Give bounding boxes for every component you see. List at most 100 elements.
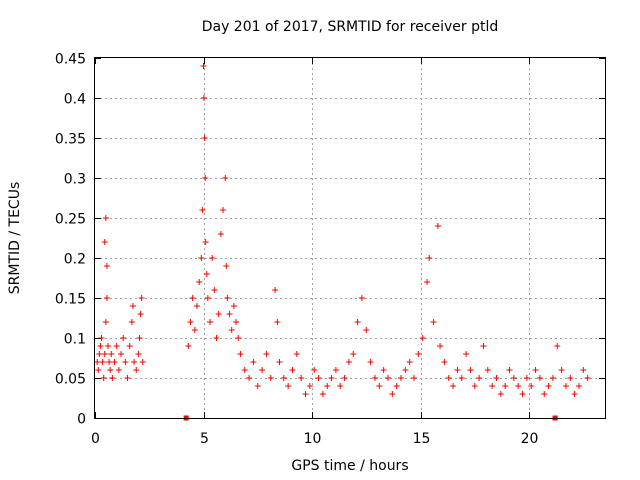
y-tick-label: 0 [77,412,86,428]
data-point [384,375,391,381]
data-point [203,271,210,277]
data-point [213,335,220,341]
data-point [137,311,144,317]
data-point [272,287,279,293]
data-point [118,351,125,357]
data-point [254,383,261,389]
data-point [575,383,582,389]
data-point [106,359,113,365]
data-points [94,63,591,421]
data-point [380,367,387,373]
y-tick-label: 0.1 [64,332,86,348]
data-point [489,383,496,389]
data-point [108,351,115,357]
data-point [136,335,143,341]
data-point [109,375,116,381]
data-point [95,367,102,373]
y-tick-label: 0.4 [64,92,86,108]
data-point [445,375,452,381]
data-point [398,375,404,381]
data-point [129,303,136,309]
data-point [97,343,104,349]
data-point [293,351,300,357]
data-point [430,319,437,325]
chart-title: Day 201 of 2017, SRMTID for receiver ptl… [202,19,499,35]
data-point [211,287,218,293]
data-point [480,343,487,349]
data-point [376,383,383,389]
data-point [411,375,418,381]
data-point [437,343,444,349]
data-point [220,207,227,213]
data-point [471,383,478,389]
x-tick-label: 20 [521,431,539,447]
data-point [105,343,112,349]
data-point [450,383,457,389]
data-point [285,383,292,389]
data-point [580,367,587,373]
data-point [506,367,513,373]
data-point [363,327,370,333]
data-point [424,279,431,285]
data-point [554,343,561,349]
data-point [237,351,244,357]
data-point [107,367,114,373]
data-point [298,375,305,381]
data-point [126,343,133,349]
data-point [226,311,233,317]
data-point [259,367,266,373]
data-point [332,367,339,373]
data-point [267,375,274,381]
data-point [545,383,552,389]
data-point [571,391,578,397]
data-point [324,383,331,389]
data-point [139,359,146,365]
data-point [441,359,448,365]
data-point [103,263,110,269]
grid-lines [95,58,605,418]
data-point [358,295,365,301]
data-point [434,223,441,229]
data-point [328,375,335,381]
data-point [235,335,242,341]
data-point [207,319,214,325]
data-point [562,383,569,389]
data-point [101,239,108,245]
data-point [315,375,322,381]
data-point [223,263,230,269]
data-point [406,359,413,365]
data-point [311,367,318,373]
data-point [199,207,206,213]
data-point [101,351,108,357]
data-point [389,391,396,397]
data-point [426,255,433,261]
data-point [187,319,194,325]
data-point [467,367,474,373]
data-point [523,375,530,381]
data-point [189,295,196,301]
data-point [306,383,313,389]
data-point [528,383,535,389]
data-point [276,359,283,365]
data-point [341,375,348,381]
data-point [200,63,207,69]
data-point [536,375,543,381]
y-tick-label: 0.45 [55,52,86,68]
data-point [94,359,101,365]
data-point [131,359,138,365]
data-point [274,319,281,325]
data-point [224,295,231,301]
data-point [510,375,517,381]
data-point [493,375,500,381]
data-point [209,255,216,261]
x-tick-label: 10 [304,431,322,447]
data-point [128,319,135,325]
data-point [96,351,103,357]
data-point [99,359,106,365]
y-tick-label: 0.2 [64,252,86,268]
y-tick-label: 0.05 [55,372,86,388]
data-point [185,343,192,349]
data-point [419,335,426,341]
data-point [263,351,270,357]
data-point [201,135,208,141]
